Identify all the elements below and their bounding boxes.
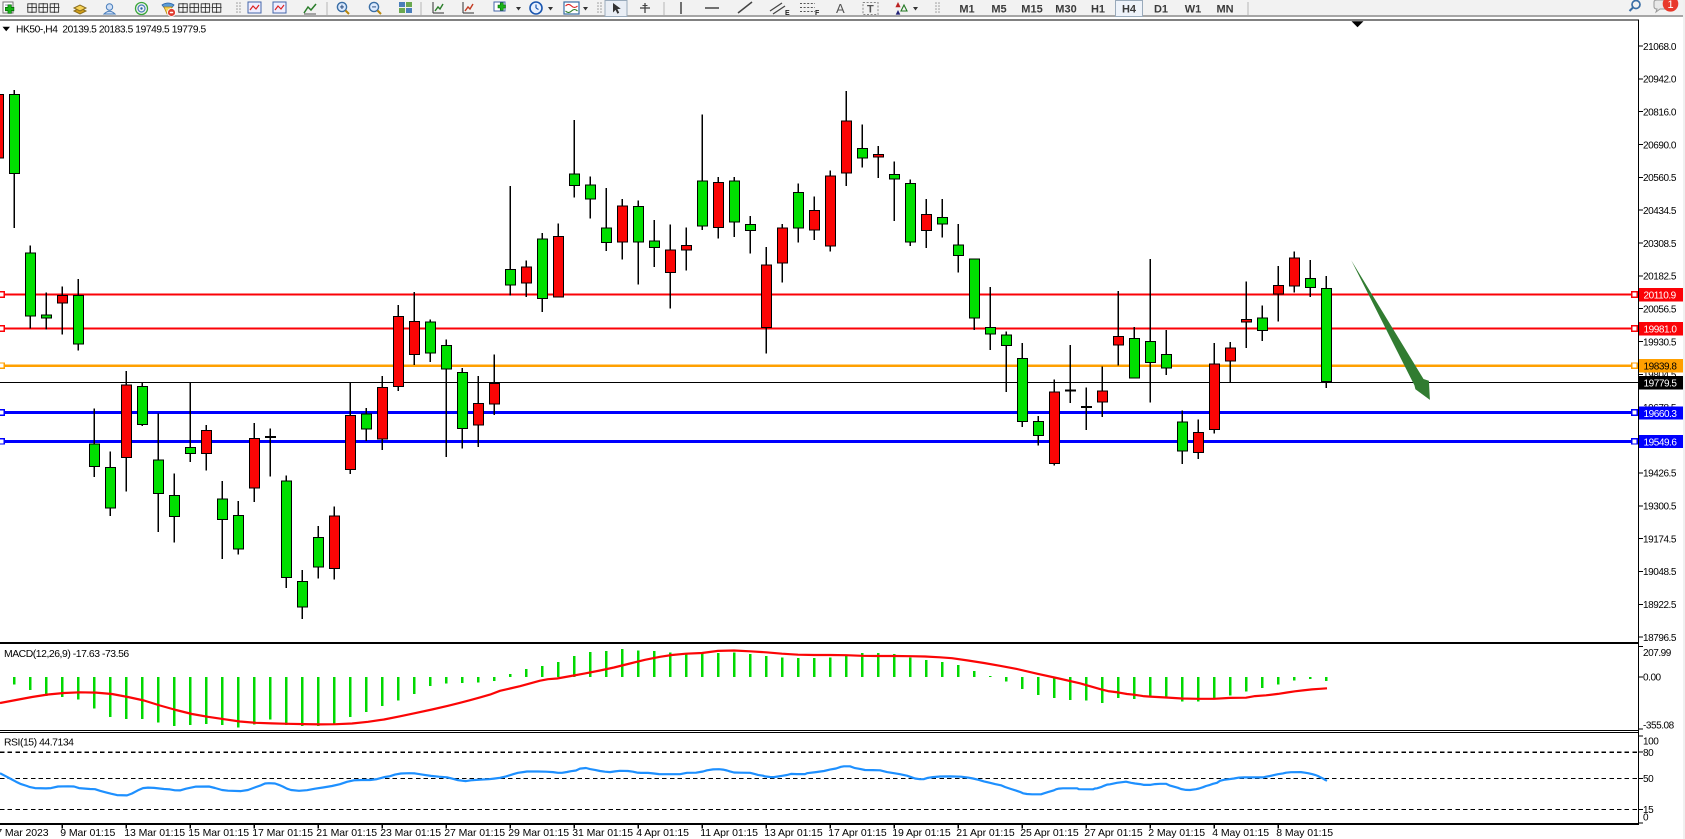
svg-text:M1: M1 (959, 4, 974, 16)
svg-text:100: 100 (1643, 737, 1659, 748)
svg-text:13 Apr 01:15: 13 Apr 01:15 (764, 827, 823, 839)
svg-text:207.99: 207.99 (1643, 648, 1672, 659)
svg-text:19 Apr 01:15: 19 Apr 01:15 (892, 827, 951, 839)
svg-text:20942.0: 20942.0 (1643, 75, 1677, 86)
svg-text:17 Mar 01:15: 17 Mar 01:15 (252, 827, 313, 839)
svg-text:+: + (340, 3, 345, 12)
svg-text:RSI(15) 44.7134: RSI(15) 44.7134 (4, 738, 74, 749)
svg-text:1: 1 (1667, 0, 1673, 11)
svg-text:MACD(12,26,9) -17.63 -73.56: MACD(12,26,9) -17.63 -73.56 (4, 649, 129, 660)
svg-text:9 Mar 01:15: 9 Mar 01:15 (60, 827, 115, 839)
svg-text:HK50-,H4 20139.5 20183.5 1974: HK50-,H4 20139.5 20183.5 19749.5 19779.5 (16, 25, 207, 36)
svg-text:20434.5: 20434.5 (1643, 206, 1677, 217)
svg-text:20816.0: 20816.0 (1643, 108, 1677, 119)
svg-text:18796.5: 18796.5 (1643, 633, 1677, 644)
svg-text:0.00: 0.00 (1643, 673, 1662, 684)
svg-text:M15: M15 (1021, 4, 1042, 16)
svg-text:0: 0 (1643, 813, 1649, 824)
svg-text:11 Apr 01:15: 11 Apr 01:15 (700, 827, 758, 839)
svg-text:21068.0: 21068.0 (1643, 42, 1677, 53)
svg-text:13 Mar 01:15: 13 Mar 01:15 (124, 827, 185, 839)
svg-text:2 May 01:15: 2 May 01:15 (1148, 827, 1205, 839)
svg-text:−: − (372, 3, 377, 12)
svg-text:19839.8: 19839.8 (1644, 362, 1678, 373)
svg-text:20056.5: 20056.5 (1643, 305, 1677, 316)
svg-text:D1: D1 (1154, 4, 1168, 16)
svg-text:18922.5: 18922.5 (1643, 600, 1677, 611)
svg-text:31 Mar 01:15: 31 Mar 01:15 (572, 827, 633, 839)
svg-text:M30: M30 (1055, 4, 1076, 16)
svg-text:15 Mar 01:15: 15 Mar 01:15 (188, 827, 249, 839)
svg-text:20182.5: 20182.5 (1643, 272, 1677, 283)
svg-text:19426.5: 19426.5 (1643, 469, 1677, 480)
svg-text:H1: H1 (1091, 4, 1105, 16)
svg-text:15: 15 (1643, 805, 1654, 816)
svg-text:MN: MN (1216, 4, 1233, 16)
svg-text:7 Mar 2023: 7 Mar 2023 (0, 827, 49, 839)
svg-text:19660.3: 19660.3 (1644, 409, 1678, 420)
svg-text:17 Apr 01:15: 17 Apr 01:15 (828, 827, 887, 839)
svg-text:19048.5: 19048.5 (1643, 567, 1677, 578)
svg-text:20690.0: 20690.0 (1643, 140, 1677, 151)
svg-text:20560.5: 20560.5 (1643, 173, 1677, 184)
svg-text:21 Mar 01:15: 21 Mar 01:15 (316, 827, 377, 839)
svg-text:25 Apr 01:15: 25 Apr 01:15 (1020, 827, 1079, 839)
svg-text:80: 80 (1643, 748, 1654, 759)
svg-text:21 Apr 01:15: 21 Apr 01:15 (956, 827, 1015, 839)
svg-text:27 Mar 01:15: 27 Mar 01:15 (444, 827, 505, 839)
svg-text:19779.5: 19779.5 (1644, 379, 1678, 390)
svg-text:H4: H4 (1122, 4, 1137, 16)
svg-text:23 Mar 01:15: 23 Mar 01:15 (380, 827, 441, 839)
svg-text:4 Apr 01:15: 4 Apr 01:15 (636, 827, 689, 839)
svg-text:-355.08: -355.08 (1643, 720, 1675, 731)
svg-text:W1: W1 (1185, 4, 1202, 16)
svg-text:4 May 01:15: 4 May 01:15 (1212, 827, 1269, 839)
svg-text:F: F (815, 10, 820, 17)
svg-text:29 Mar 01:15: 29 Mar 01:15 (508, 827, 569, 839)
svg-text:19804.5: 19804.5 (1643, 370, 1677, 381)
svg-text:20110.9: 20110.9 (1644, 290, 1677, 301)
svg-text:20308.5: 20308.5 (1643, 239, 1677, 250)
svg-text:50: 50 (1643, 774, 1654, 785)
svg-text:M5: M5 (991, 4, 1006, 16)
svg-text:19174.5: 19174.5 (1643, 534, 1677, 545)
svg-text:19981.0: 19981.0 (1644, 324, 1678, 335)
svg-text:E: E (785, 10, 790, 17)
svg-text:A: A (836, 1, 845, 16)
svg-text:19300.5: 19300.5 (1643, 502, 1677, 513)
svg-text:19549.6: 19549.6 (1644, 437, 1678, 448)
svg-text:27 Apr 01:15: 27 Apr 01:15 (1084, 827, 1143, 839)
svg-text:8 May 01:15: 8 May 01:15 (1276, 827, 1333, 839)
svg-text:19930.5: 19930.5 (1643, 337, 1677, 348)
svg-text:T: T (867, 4, 874, 16)
